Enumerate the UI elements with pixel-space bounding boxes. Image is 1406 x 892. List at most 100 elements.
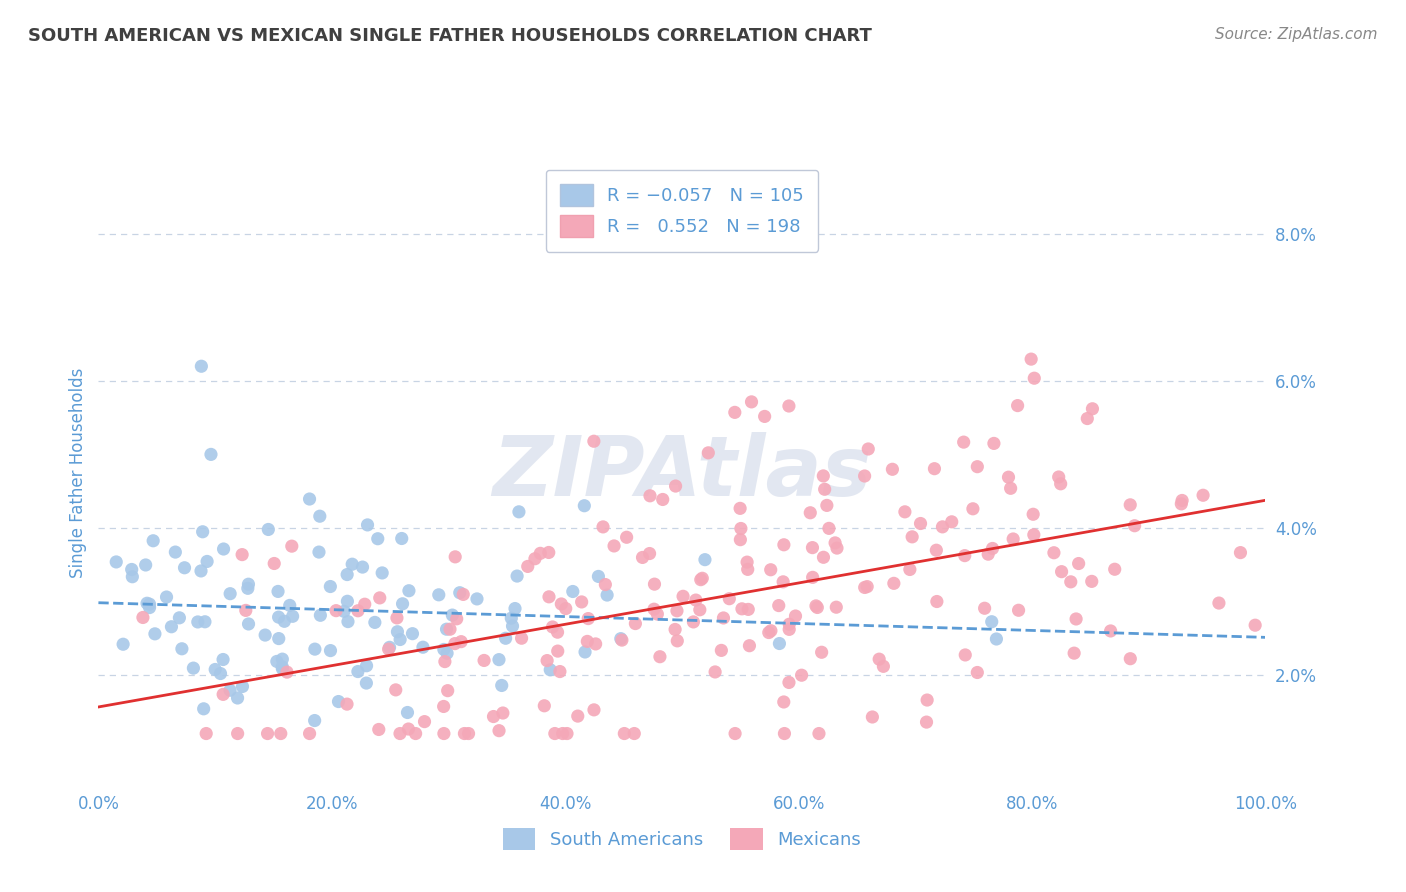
Point — [433, 726, 456, 740]
Point — [368, 591, 391, 605]
Point — [136, 596, 159, 610]
Point — [643, 577, 665, 591]
Point — [1081, 401, 1104, 416]
Point — [491, 678, 513, 692]
Point — [173, 561, 195, 575]
Point — [571, 595, 593, 609]
Point — [537, 590, 560, 604]
Point — [697, 446, 720, 460]
Point — [169, 611, 191, 625]
Point — [352, 560, 374, 574]
Point — [298, 726, 321, 740]
Point — [256, 726, 278, 740]
Point — [273, 615, 295, 629]
Point — [638, 547, 661, 561]
Point — [728, 501, 751, 516]
Point — [538, 663, 561, 677]
Point — [574, 499, 596, 513]
Point — [367, 532, 389, 546]
Point — [596, 588, 619, 602]
Point — [112, 637, 135, 651]
Point — [1244, 618, 1267, 632]
Point — [413, 714, 436, 729]
Point — [433, 655, 456, 669]
Point — [281, 609, 304, 624]
Point — [603, 539, 626, 553]
Point — [439, 622, 461, 636]
Point — [427, 588, 450, 602]
Point — [815, 499, 838, 513]
Point — [276, 665, 298, 680]
Point — [778, 399, 800, 413]
Point — [446, 612, 468, 626]
Point — [219, 587, 242, 601]
Point — [506, 569, 529, 583]
Point — [554, 601, 576, 615]
Point — [981, 541, 1004, 556]
Point — [737, 602, 759, 616]
Point — [536, 654, 558, 668]
Point — [768, 636, 790, 650]
Point — [738, 639, 761, 653]
Point — [254, 628, 277, 642]
Point — [433, 699, 456, 714]
Point — [523, 551, 546, 566]
Point — [353, 597, 375, 611]
Point — [267, 584, 290, 599]
Point — [772, 695, 794, 709]
Point — [190, 359, 212, 374]
Point — [882, 462, 904, 476]
Point — [387, 624, 409, 639]
Point — [704, 665, 727, 679]
Point — [953, 549, 976, 563]
Point — [582, 434, 605, 449]
Point — [533, 698, 555, 713]
Point — [257, 523, 280, 537]
Point — [759, 563, 782, 577]
Point — [547, 644, 569, 658]
Point — [576, 634, 599, 648]
Point — [465, 591, 488, 606]
Point — [813, 550, 835, 565]
Point — [548, 665, 571, 679]
Point — [212, 687, 235, 701]
Point — [595, 577, 617, 591]
Point — [502, 619, 524, 633]
Point — [235, 603, 257, 617]
Point — [1123, 518, 1146, 533]
Point — [356, 517, 378, 532]
Point — [825, 600, 848, 615]
Point — [398, 722, 420, 736]
Point — [966, 459, 988, 474]
Point — [412, 640, 434, 655]
Point — [915, 693, 938, 707]
Point — [550, 597, 572, 611]
Point — [693, 552, 716, 566]
Point — [441, 608, 464, 623]
Point — [901, 530, 924, 544]
Point — [1060, 574, 1083, 589]
Point — [561, 584, 583, 599]
Point — [872, 659, 894, 673]
Point — [389, 632, 412, 647]
Point — [941, 515, 963, 529]
Point — [986, 632, 1008, 646]
Point — [754, 409, 776, 424]
Point — [183, 661, 205, 675]
Point — [773, 726, 796, 740]
Point — [778, 617, 800, 632]
Point — [503, 601, 526, 615]
Point — [219, 683, 242, 698]
Point — [160, 620, 183, 634]
Point — [759, 624, 782, 638]
Point — [501, 611, 523, 625]
Point — [190, 564, 212, 578]
Point — [170, 641, 193, 656]
Point — [856, 580, 879, 594]
Point — [631, 550, 654, 565]
Point — [1119, 651, 1142, 665]
Point — [377, 642, 399, 657]
Point — [616, 530, 638, 544]
Point — [730, 533, 752, 547]
Point — [806, 600, 828, 615]
